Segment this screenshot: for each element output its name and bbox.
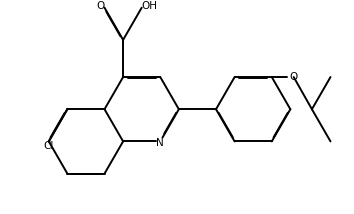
- Text: N: N: [156, 138, 164, 148]
- Text: Cl: Cl: [44, 141, 54, 151]
- Text: O: O: [96, 1, 104, 11]
- Text: OH: OH: [141, 1, 157, 11]
- Text: O: O: [289, 72, 297, 82]
